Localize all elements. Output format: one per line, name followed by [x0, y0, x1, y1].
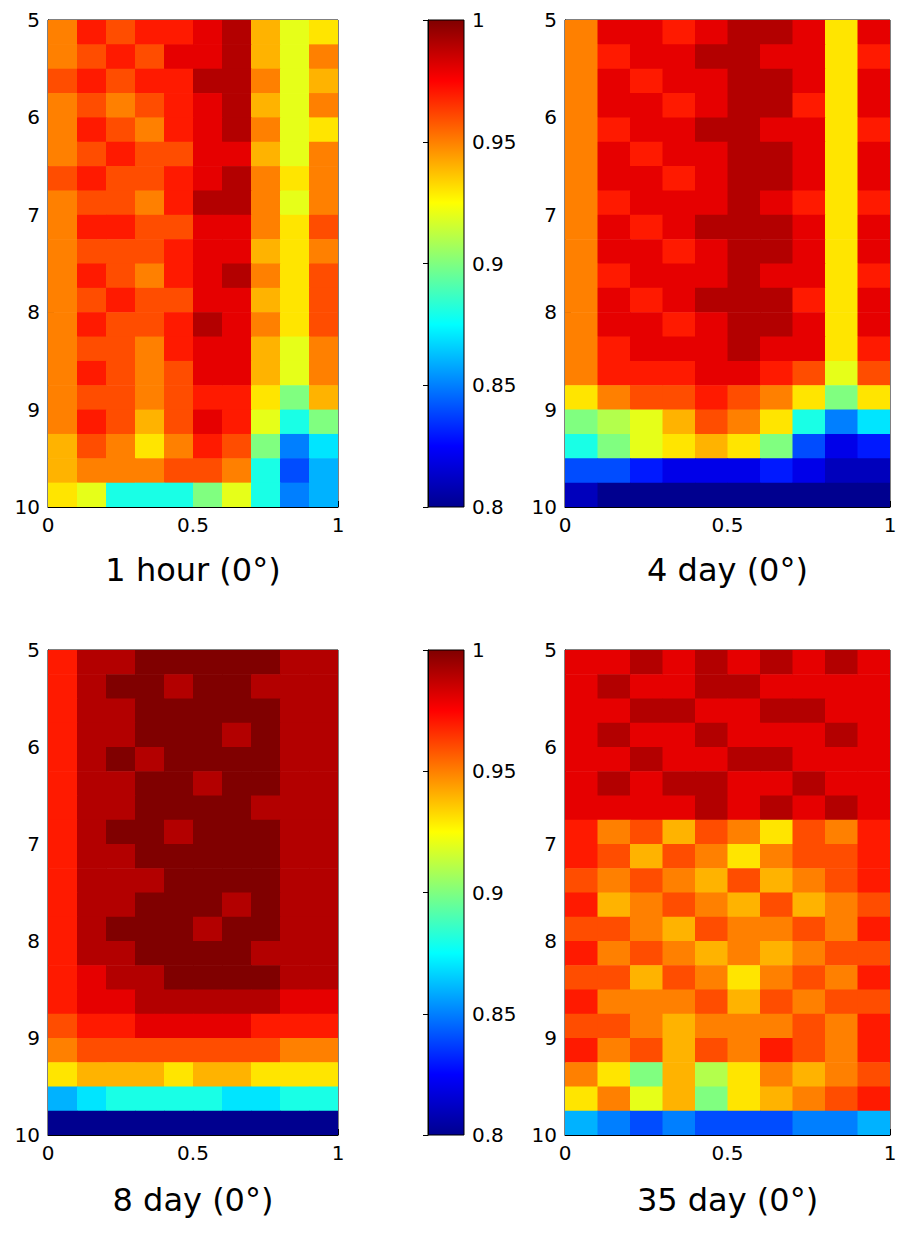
svg-text:8: 8 [544, 929, 557, 953]
svg-text:7: 7 [27, 832, 40, 856]
svg-text:10: 10 [15, 1123, 40, 1147]
svg-text:5: 5 [544, 638, 557, 662]
svg-text:0.5: 0.5 [177, 1141, 209, 1165]
svg-text:0.95: 0.95 [472, 130, 517, 154]
svg-text:6: 6 [544, 735, 557, 759]
svg-text:0: 0 [42, 1141, 55, 1165]
svg-text:1 hour (0°): 1 hour (0°) [105, 551, 280, 589]
svg-text:1: 1 [332, 1141, 345, 1165]
svg-text:0.5: 0.5 [712, 513, 744, 537]
svg-text:6: 6 [27, 105, 40, 129]
svg-text:9: 9 [544, 1026, 557, 1050]
svg-text:1: 1 [472, 8, 485, 32]
svg-text:0.95: 0.95 [472, 759, 517, 783]
svg-text:0.8: 0.8 [472, 495, 504, 519]
svg-text:7: 7 [544, 832, 557, 856]
svg-text:8: 8 [544, 300, 557, 324]
svg-text:0.5: 0.5 [712, 1141, 744, 1165]
svg-text:9: 9 [27, 398, 40, 422]
svg-text:0.8: 0.8 [472, 1123, 504, 1147]
svg-text:0.85: 0.85 [472, 1002, 517, 1026]
svg-text:5: 5 [27, 8, 40, 32]
svg-text:0: 0 [42, 513, 55, 537]
svg-text:0.85: 0.85 [472, 373, 517, 397]
svg-text:0.9: 0.9 [472, 881, 504, 905]
svg-text:5: 5 [27, 638, 40, 662]
svg-text:1: 1 [884, 513, 897, 537]
svg-text:0.9: 0.9 [472, 252, 504, 276]
svg-text:1: 1 [472, 638, 485, 662]
svg-text:1: 1 [884, 1141, 897, 1165]
svg-text:6: 6 [27, 735, 40, 759]
svg-text:8: 8 [27, 300, 40, 324]
svg-text:5: 5 [544, 8, 557, 32]
svg-text:9: 9 [27, 1026, 40, 1050]
svg-text:0.5: 0.5 [177, 513, 209, 537]
svg-text:7: 7 [27, 203, 40, 227]
svg-text:0: 0 [559, 1141, 572, 1165]
svg-text:4 day (0°): 4 day (0°) [647, 551, 808, 589]
svg-text:35 day (0°): 35 day (0°) [637, 1181, 818, 1219]
svg-text:10: 10 [532, 495, 557, 519]
svg-text:9: 9 [544, 398, 557, 422]
svg-text:1: 1 [332, 513, 345, 537]
svg-text:7: 7 [544, 203, 557, 227]
svg-text:8 day (0°): 8 day (0°) [113, 1181, 274, 1219]
svg-text:8: 8 [27, 929, 40, 953]
svg-text:0: 0 [559, 513, 572, 537]
svg-text:10: 10 [15, 495, 40, 519]
svg-text:10: 10 [532, 1123, 557, 1147]
svg-text:6: 6 [544, 105, 557, 129]
